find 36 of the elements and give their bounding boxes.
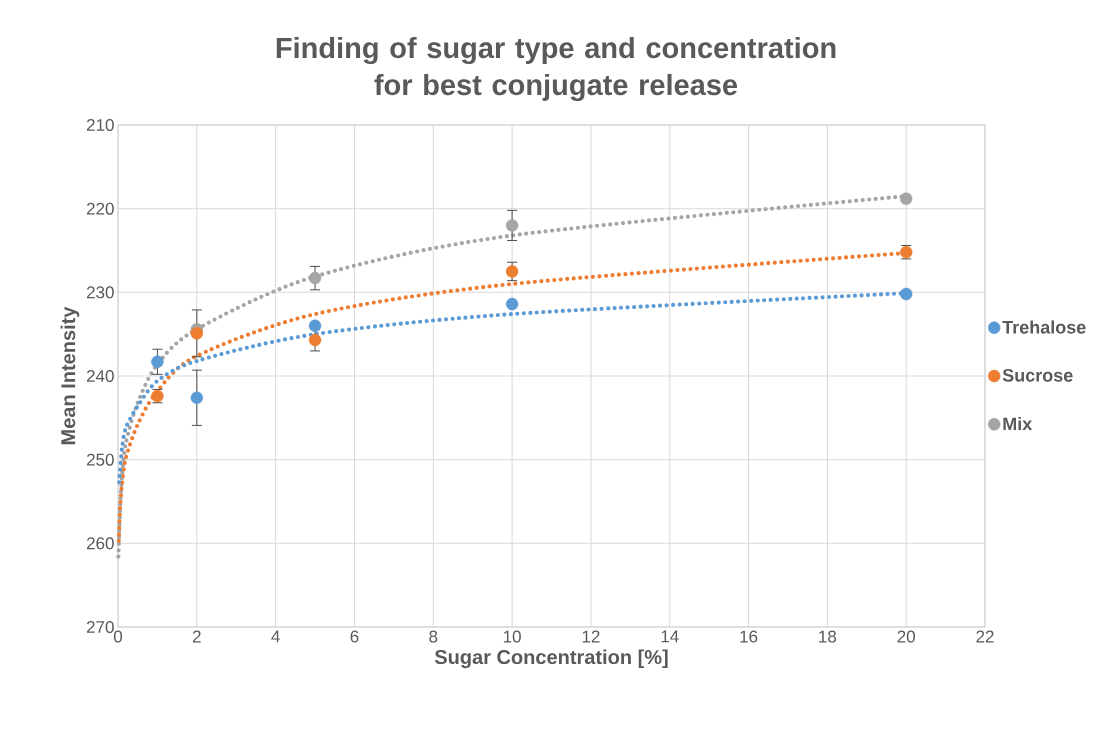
y-tick-label: 250: [86, 453, 114, 466]
point: [308, 271, 322, 285]
x-tick-label: 4: [271, 630, 280, 643]
x-tick-label: 2: [192, 630, 201, 643]
y-tick-label: 270: [86, 620, 114, 634]
x-tick-label: 18: [819, 630, 837, 643]
x-axis-title: Sugar Concentration [%]: [434, 649, 668, 669]
x-tick-label: 14: [661, 630, 679, 643]
y-tick-label: 220: [86, 202, 114, 215]
x-tick-label: 20: [897, 630, 915, 643]
point: [899, 287, 913, 301]
y-tick-label: 210: [86, 118, 114, 132]
point: [505, 219, 519, 232]
y-tick-label: 230: [86, 286, 114, 299]
x-tick-label: 8: [429, 630, 438, 643]
y-tick-label: 260: [86, 537, 114, 550]
y-tick-label: 240: [86, 369, 114, 383]
point: [899, 192, 913, 205]
x-tick-label: 22: [976, 630, 994, 643]
point: [308, 333, 322, 347]
point: [151, 355, 164, 368]
chart-title: Finding of sugar type and concentration for best conjugate release: [276, 36, 836, 102]
y-axis-title: Mean Intensity: [60, 306, 80, 445]
point: [505, 297, 519, 311]
x-tick-label: 6: [350, 630, 359, 643]
x-tick-label: 12: [582, 630, 600, 643]
point: [190, 391, 204, 404]
x-tick-label: 16: [740, 630, 758, 643]
x-tick-label: 0: [113, 630, 123, 643]
legend-label: Trehalose: [1002, 320, 1086, 334]
legend-label: Mix: [1003, 417, 1033, 431]
point: [190, 327, 204, 340]
point: [505, 265, 519, 278]
point: [308, 319, 322, 333]
x-tick-label: 10: [503, 630, 521, 643]
legend-label: Sucrose: [1002, 368, 1073, 382]
